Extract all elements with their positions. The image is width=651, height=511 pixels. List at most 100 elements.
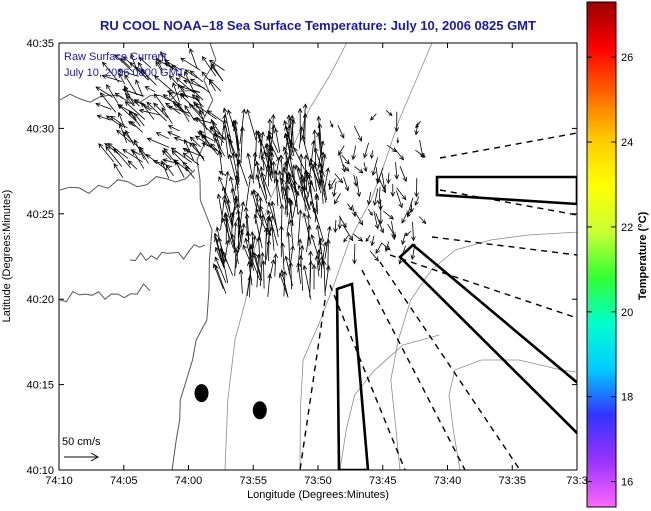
- current-vector-head: [223, 198, 228, 205]
- current-vector: [378, 186, 381, 205]
- current-vector-head: [231, 152, 236, 158]
- current-vector: [164, 62, 174, 68]
- current-vector-head: [189, 47, 194, 54]
- current-vector: [125, 101, 146, 120]
- current-vector-head: [284, 132, 289, 138]
- current-vector: [352, 145, 357, 160]
- current-vector-head: [174, 103, 180, 109]
- current-vector-head: [138, 56, 144, 62]
- y-tick-label: 40:20: [26, 294, 54, 306]
- current-vector: [302, 135, 311, 166]
- current-vector: [320, 178, 324, 204]
- current-vector: [175, 77, 194, 93]
- current-vector-head: [385, 245, 391, 251]
- current-vector: [383, 210, 394, 220]
- current-vector-head: [228, 153, 233, 160]
- dashed-transect: [329, 284, 406, 470]
- current-vector: [393, 147, 404, 161]
- current-vector-head: [253, 252, 258, 258]
- current-vector-head: [273, 253, 279, 259]
- current-vector-head: [344, 159, 350, 165]
- current-vector-head: [104, 142, 110, 148]
- current-vector: [354, 243, 356, 264]
- current-vector-head: [378, 219, 384, 225]
- current-vector-head: [309, 158, 314, 164]
- current-vector-head: [152, 159, 159, 165]
- current-vector: [317, 141, 324, 171]
- current-vector-head: [106, 83, 111, 90]
- current-vector: [117, 104, 137, 122]
- current-vector: [399, 245, 406, 264]
- current-vector: [338, 151, 346, 172]
- current-vector-head: [263, 150, 268, 156]
- current-vector: [162, 150, 172, 161]
- current-vector: [288, 172, 297, 207]
- current-vector: [319, 154, 326, 190]
- current-vector: [293, 165, 296, 193]
- current-vector-head: [358, 220, 364, 226]
- current-vector-head: [270, 258, 276, 265]
- current-vector: [339, 216, 341, 229]
- current-vector: [105, 146, 123, 168]
- station-marker: [252, 401, 267, 420]
- current-vector: [314, 147, 325, 177]
- current-vector-head: [306, 213, 312, 219]
- current-vector-head: [305, 173, 310, 179]
- current-vector: [189, 48, 198, 70]
- current-vector: [354, 211, 363, 226]
- current-vector-head: [222, 107, 228, 113]
- current-vector: [373, 210, 379, 229]
- current-vector-head: [161, 160, 166, 166]
- current-vector: [306, 180, 313, 202]
- current-vector-head: [217, 236, 222, 243]
- current-vector-head: [311, 164, 317, 170]
- current-vector-head: [352, 259, 357, 265]
- current-vector: [190, 136, 201, 148]
- current-vector-head: [168, 91, 174, 97]
- current-vector-head: [195, 117, 201, 123]
- current-vector: [288, 197, 294, 226]
- current-vector-head: [153, 75, 159, 80]
- current-vector: [327, 239, 329, 272]
- current-vector: [341, 154, 350, 165]
- current-vector: [185, 149, 204, 158]
- current-vector-head: [254, 130, 259, 136]
- current-vector-head: [311, 264, 317, 270]
- current-vector: [122, 149, 144, 163]
- current-vector-head: [167, 131, 173, 136]
- current-vector: [196, 95, 204, 114]
- y-tick-label: 40:15: [26, 380, 54, 392]
- current-vector-head: [184, 69, 190, 74]
- current-vector-head: [271, 160, 277, 166]
- current-vector-head: [356, 192, 362, 198]
- current-vector-head: [213, 133, 218, 139]
- current-vector-head: [137, 61, 143, 68]
- current-vector-head: [225, 239, 230, 245]
- current-vector: [300, 255, 304, 291]
- current-vector: [231, 196, 238, 223]
- current-vector-head: [189, 70, 195, 76]
- x-axis-label: Longitude (Degrees:Minutes): [247, 489, 389, 501]
- current-vector-head: [310, 234, 315, 240]
- current-vector-head: [263, 227, 269, 233]
- current-vector: [272, 114, 274, 139]
- current-vector-head: [199, 129, 204, 135]
- current-vector: [97, 115, 112, 121]
- current-vector-head: [141, 102, 146, 108]
- current-vector-head: [153, 93, 159, 99]
- current-vector-head: [193, 101, 199, 107]
- current-vector: [118, 73, 126, 85]
- current-vector-head: [209, 126, 215, 133]
- current-vector: [370, 113, 377, 121]
- current-vector: [255, 130, 258, 162]
- current-vector: [168, 92, 185, 112]
- current-vector-head: [374, 224, 380, 230]
- current-vector: [285, 133, 293, 157]
- current-vector-head: [200, 133, 206, 139]
- current-vector: [128, 110, 141, 127]
- current-vector-head: [117, 111, 123, 118]
- current-vector: [114, 92, 124, 100]
- current-vector: [129, 110, 137, 121]
- current-vector-head: [162, 94, 168, 99]
